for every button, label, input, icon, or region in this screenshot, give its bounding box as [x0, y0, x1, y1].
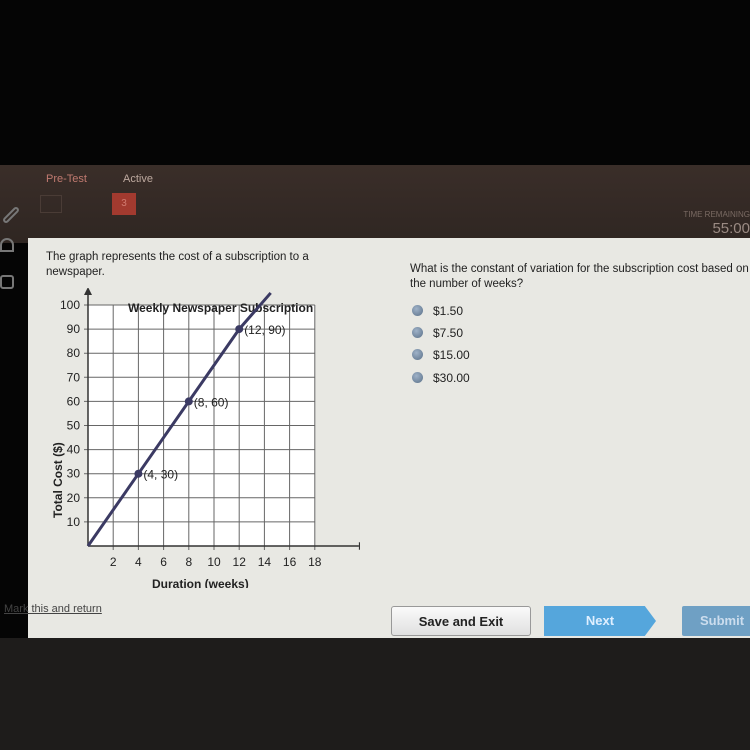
option-4[interactable]: $30.00	[412, 371, 470, 385]
x-axis-arrow-icon	[358, 542, 360, 550]
x-tick-label: 2	[110, 555, 117, 569]
radio-icon[interactable]	[412, 327, 423, 338]
y-tick-label: 70	[67, 370, 81, 384]
option-label: $1.50	[433, 304, 464, 318]
data-label: (8, 60)	[194, 395, 229, 409]
option-label: $15.00	[433, 348, 470, 362]
x-tick-label: 14	[258, 555, 272, 569]
option-1[interactable]: $1.50	[412, 304, 463, 318]
question-nav-prev[interactable]	[40, 195, 62, 213]
y-tick-label: 10	[67, 515, 81, 529]
grid: 2 4 6 8 10 12 14 16 18 10 20 30 40 50 60 70 80 90 100	[60, 288, 360, 569]
y-tick-label: 30	[67, 467, 81, 481]
y-axis-arrow-icon	[84, 288, 92, 295]
question-nav-current[interactable]: 3	[112, 193, 136, 215]
y-tick-label: 50	[67, 419, 81, 433]
option-3[interactable]: $15.00	[412, 348, 470, 362]
x-tick-label: 18	[308, 555, 322, 569]
timer-label: TIME REMAINING	[683, 210, 750, 219]
status-active: Active	[123, 173, 153, 185]
y-tick-label: 40	[67, 443, 81, 457]
option-label: $7.50	[433, 326, 464, 340]
calculator-icon[interactable]	[0, 275, 14, 289]
y-axis-label: Total Cost ($)	[51, 442, 65, 518]
chart: 2 4 6 8 10 12 14 16 18 10 20 30 40 50 60 70 80 90 100 Week…	[51, 288, 360, 588]
data-point	[184, 397, 193, 406]
x-tick-label: 12	[233, 555, 247, 569]
timer: 55:00	[712, 220, 750, 237]
x-axis-label: Duration (weeks)	[152, 577, 249, 588]
next-button[interactable]: Next	[544, 606, 656, 636]
option-2[interactable]: $7.50	[412, 326, 463, 340]
y-tick-label: 90	[67, 322, 81, 336]
x-tick-label: 16	[283, 555, 297, 569]
mark-and-return-link[interactable]: Mark this and return	[4, 603, 102, 615]
y-tick-label: 20	[67, 491, 81, 505]
save-and-exit-button[interactable]: Save and Exit	[391, 606, 531, 636]
x-tick-label: 8	[185, 555, 192, 569]
screen-bezel	[0, 638, 750, 750]
x-tick-label: 10	[207, 555, 221, 569]
data-label: (4, 30)	[143, 468, 178, 482]
y-tick-label: 80	[67, 346, 81, 360]
radio-icon[interactable]	[412, 349, 423, 360]
data-point	[134, 469, 143, 478]
radio-icon[interactable]	[412, 372, 423, 383]
y-tick-label: 60	[67, 394, 81, 408]
chart-title: Weekly Newspaper Subscription	[128, 301, 313, 315]
y-tick-label: 100	[60, 298, 80, 312]
question-text: What is the constant of variation for th…	[410, 263, 749, 290]
option-label: $30.00	[433, 371, 470, 385]
data-point	[235, 325, 244, 334]
question-prompt: The graph represents the cost of a subsc…	[46, 251, 309, 278]
data-label: (12, 90)	[244, 323, 285, 337]
submit-button[interactable]: Submit	[682, 606, 750, 636]
headphones-icon[interactable]	[0, 238, 14, 252]
x-tick-label: 6	[160, 555, 167, 569]
tab-pre-test[interactable]: Pre-Test	[46, 173, 87, 185]
x-tick-label: 4	[135, 555, 142, 569]
radio-icon[interactable]	[412, 305, 423, 316]
